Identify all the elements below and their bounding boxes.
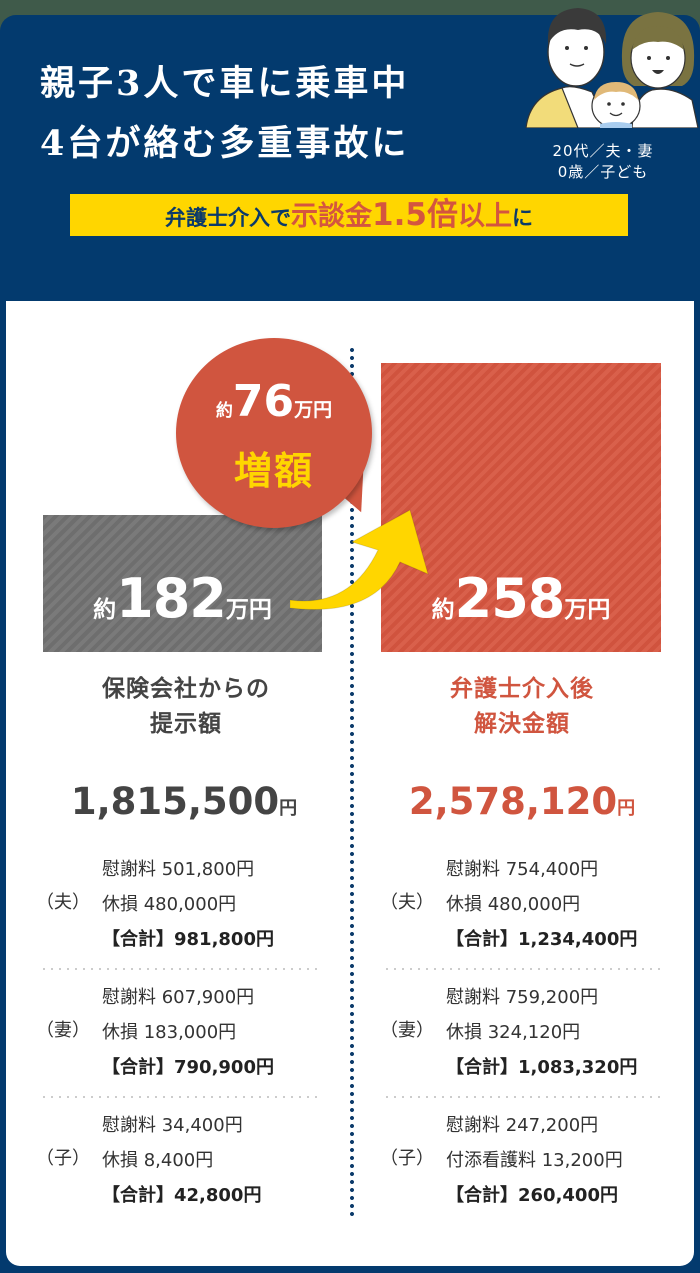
settlement-bar: 約258万円	[381, 363, 661, 652]
breakdown-line: 休損 183,000円	[102, 1022, 237, 1043]
bubble-value: 76	[232, 376, 295, 427]
breakdown-line: 慰謝料 759,200円	[446, 987, 599, 1008]
increase-arrow-icon	[290, 509, 429, 610]
breakdown-line: 慰謝料 607,900円	[102, 987, 255, 1008]
total-unit: 円	[279, 798, 298, 819]
sum-label: 【合計】	[102, 1185, 174, 1206]
insurer-offer-bar: 約182万円	[43, 515, 322, 652]
headline-line-2: 4台が絡む多重事故に	[40, 123, 410, 164]
breakdown-line: 休損 480,000円	[446, 894, 581, 915]
total-value: 1,815,500	[70, 780, 280, 823]
sum-value: 1,083,320円	[518, 1057, 638, 1078]
sum-value: 42,800円	[174, 1185, 262, 1206]
breakdown-line: 休損 480,000円	[102, 894, 237, 915]
breakdown-line: 慰謝料 247,200円	[446, 1115, 599, 1136]
headline-line-1: 親子3人で車に乗車中	[40, 63, 410, 104]
row-divider	[383, 1096, 661, 1098]
total-unit: 円	[617, 798, 636, 819]
banner-text-2: 示談金	[291, 201, 373, 232]
breakdown-line: 慰謝料 501,800円	[102, 859, 255, 880]
settlement-title: 弁護士介入後 解決金額	[372, 672, 672, 742]
sum-label: 【合計】	[102, 929, 174, 950]
bar-value: 182	[116, 567, 227, 630]
sum-value: 260,400円	[518, 1185, 618, 1206]
settlement-total: 2,578,120円	[362, 780, 682, 823]
bubble-label: 増額	[233, 449, 314, 493]
row-divider	[383, 968, 661, 970]
bubble-unit: 万円	[294, 399, 333, 421]
bar-unit: 万円	[225, 597, 272, 623]
total-value: 2,578,120	[408, 780, 618, 823]
person-label: （夫）	[36, 892, 90, 913]
breakdown-line: 休損 324,120円	[446, 1022, 581, 1043]
bar-prefix: 約	[431, 597, 455, 623]
person-label: （妻）	[36, 1020, 90, 1041]
sum-value: 981,800円	[174, 929, 274, 950]
banner-text-4: 以上	[457, 201, 512, 232]
title-line-2: 提示額	[150, 711, 222, 737]
sum-value: 790,900円	[174, 1057, 274, 1078]
insurer-offer-title: 保険会社からの 提示額	[36, 672, 336, 742]
person-label: （子）	[380, 1148, 434, 1169]
sum-label: 【合計】	[102, 1057, 174, 1078]
insurer-offer-total: 1,815,500円	[24, 780, 344, 823]
bar-prefix: 約	[93, 597, 117, 623]
banner-text-5: に	[511, 206, 533, 230]
bubble-prefix: 約	[215, 401, 233, 421]
title-line-1: 弁護士介入後	[450, 676, 594, 702]
person-label: （夫）	[380, 892, 434, 913]
family-caption: 20代／夫・妻 0歳／子ども	[538, 141, 668, 183]
sum-value: 1,234,400円	[518, 929, 638, 950]
sum-label: 【合計】	[446, 1057, 518, 1078]
row-divider	[40, 1096, 318, 1098]
banner-text-3: 1.5倍	[372, 197, 458, 233]
sum-label: 【合計】	[446, 929, 518, 950]
column-divider	[350, 346, 354, 1216]
sum-label: 【合計】	[446, 1185, 518, 1206]
bar-unit: 万円	[564, 597, 611, 623]
headline: 親子3人で車に乗車中 4台が絡む多重事故に	[40, 54, 409, 174]
family-illustration-icon	[525, 8, 699, 128]
title-line-1: 保険会社からの	[102, 676, 270, 702]
row-divider	[40, 968, 318, 970]
bar-value: 258	[454, 567, 566, 630]
breakdown-line: 慰謝料 34,400円	[102, 1115, 243, 1136]
title-line-2: 解決金額	[474, 711, 570, 737]
breakdown-line: 休損 8,400円	[102, 1150, 214, 1171]
increase-bubble: 約76万円 増額	[176, 338, 372, 528]
result-banner: 弁護士介入で示談金1.5倍以上に	[70, 194, 628, 236]
person-label: （妻）	[380, 1020, 434, 1041]
family-caption-line-2: 0歳／子ども	[557, 163, 649, 181]
person-label: （子）	[36, 1148, 90, 1169]
breakdown-line: 付添看護料 13,200円	[446, 1150, 623, 1171]
breakdown-line: 慰謝料 754,400円	[446, 859, 599, 880]
family-caption-line-1: 20代／夫・妻	[552, 142, 654, 160]
banner-text-1: 弁護士介入で	[165, 206, 292, 230]
